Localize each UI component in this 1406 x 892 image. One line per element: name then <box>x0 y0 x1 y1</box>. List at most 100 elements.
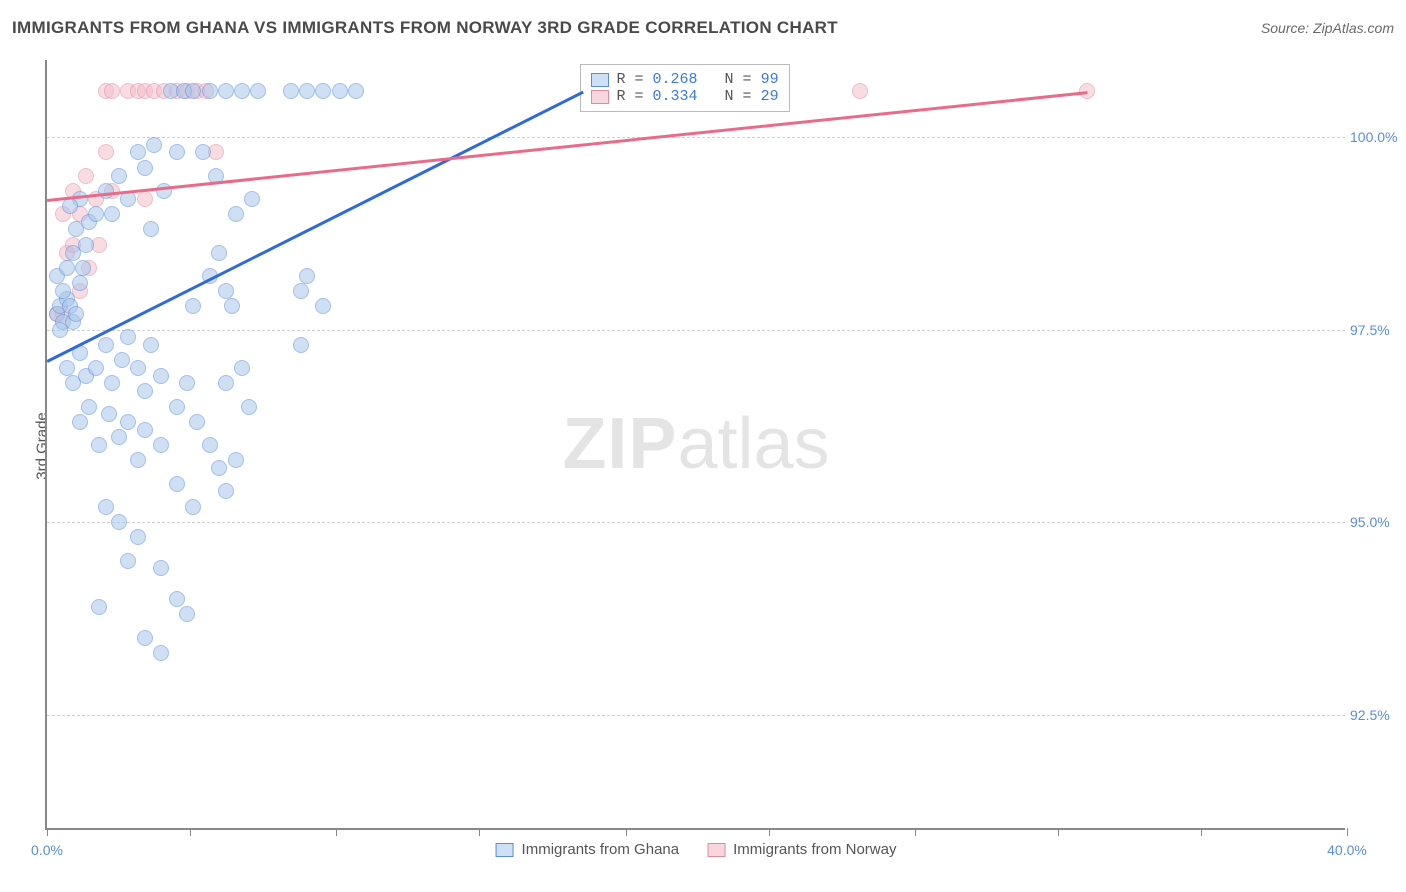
swatch-norway-icon <box>707 843 725 857</box>
scatter-point-ghana <box>88 206 104 222</box>
swatch-norway-icon <box>591 90 609 104</box>
scatter-point-ghana <box>98 183 114 199</box>
scatter-point-ghana <box>211 460 227 476</box>
scatter-point-ghana <box>101 406 117 422</box>
scatter-point-ghana <box>55 283 71 299</box>
legend-label-ghana: Immigrants from Ghana <box>522 841 680 858</box>
x-tick <box>1058 828 1059 836</box>
x-tick <box>47 828 48 836</box>
scatter-point-ghana <box>169 144 185 160</box>
scatter-point-ghana <box>59 260 75 276</box>
scatter-point-ghana <box>179 375 195 391</box>
x-tick <box>769 828 770 836</box>
scatter-point-norway <box>98 144 114 160</box>
scatter-point-ghana <box>348 83 364 99</box>
x-tick <box>915 828 916 836</box>
legend-item-ghana: Immigrants from Ghana <box>496 841 680 858</box>
scatter-point-ghana <box>250 83 266 99</box>
x-tick-label: 0.0% <box>31 842 63 858</box>
scatter-point-ghana <box>68 306 84 322</box>
scatter-point-ghana <box>146 137 162 153</box>
scatter-point-ghana <box>293 283 309 299</box>
trend-line-ghana <box>46 91 583 363</box>
scatter-point-ghana <box>195 144 211 160</box>
y-tick-label: 92.5% <box>1350 707 1405 723</box>
scatter-point-ghana <box>137 160 153 176</box>
scatter-point-ghana <box>218 83 234 99</box>
scatter-point-ghana <box>202 437 218 453</box>
scatter-point-ghana <box>137 630 153 646</box>
y-tick-label: 97.5% <box>1350 322 1405 338</box>
scatter-point-ghana <box>130 144 146 160</box>
x-tick <box>626 828 627 836</box>
scatter-point-ghana <box>218 375 234 391</box>
scatter-point-ghana <box>179 606 195 622</box>
scatter-point-ghana <box>72 414 88 430</box>
correlation-row-ghana: R = 0.268 N = 99 <box>591 71 779 88</box>
scatter-point-ghana <box>88 360 104 376</box>
gridline-h <box>47 715 1345 716</box>
watermark-atlas: atlas <box>677 404 829 484</box>
chart-header: IMMIGRANTS FROM GHANA VS IMMIGRANTS FROM… <box>12 18 1394 38</box>
ghana-r-value: 0.268 <box>653 71 698 88</box>
scatter-point-ghana <box>185 83 201 99</box>
scatter-point-ghana <box>234 360 250 376</box>
norway-n-value: 29 <box>761 88 779 105</box>
swatch-ghana-icon <box>591 73 609 87</box>
r-label: R = <box>617 88 653 105</box>
scatter-point-ghana <box>228 452 244 468</box>
scatter-point-ghana <box>98 337 114 353</box>
gridline-h <box>47 137 1345 138</box>
scatter-point-ghana <box>283 83 299 99</box>
scatter-plot-area: ZIPatlas R = 0.268 N = 99 R = 0.334 N = … <box>45 60 1345 830</box>
scatter-point-ghana <box>332 83 348 99</box>
r-label: R = <box>617 71 653 88</box>
scatter-point-ghana <box>299 83 315 99</box>
n-label: N = <box>725 71 761 88</box>
scatter-point-ghana <box>169 399 185 415</box>
correlation-legend: R = 0.268 N = 99 R = 0.334 N = 29 <box>580 64 790 112</box>
legend-label-norway: Immigrants from Norway <box>733 841 896 858</box>
scatter-point-ghana <box>91 437 107 453</box>
scatter-point-ghana <box>130 529 146 545</box>
scatter-point-ghana <box>120 553 136 569</box>
scatter-point-ghana <box>81 399 97 415</box>
x-tick <box>336 828 337 836</box>
x-tick <box>479 828 480 836</box>
scatter-point-ghana <box>189 414 205 430</box>
scatter-point-ghana <box>120 414 136 430</box>
gridline-h <box>47 330 1345 331</box>
scatter-point-ghana <box>143 337 159 353</box>
source-attribution: Source: ZipAtlas.com <box>1261 20 1394 36</box>
correlation-row-norway: R = 0.334 N = 29 <box>591 88 779 105</box>
scatter-point-ghana <box>315 83 331 99</box>
scatter-point-ghana <box>244 191 260 207</box>
scatter-point-ghana <box>153 437 169 453</box>
scatter-point-norway <box>104 83 120 99</box>
legend-item-norway: Immigrants from Norway <box>707 841 896 858</box>
scatter-point-ghana <box>234 83 250 99</box>
n-label: N = <box>725 88 761 105</box>
scatter-point-ghana <box>185 298 201 314</box>
scatter-point-ghana <box>315 298 331 314</box>
x-tick <box>190 828 191 836</box>
scatter-point-ghana <box>91 599 107 615</box>
series-legend: Immigrants from Ghana Immigrants from No… <box>496 841 897 858</box>
scatter-point-ghana <box>202 83 218 99</box>
scatter-point-ghana <box>72 275 88 291</box>
scatter-point-ghana <box>104 206 120 222</box>
scatter-point-ghana <box>114 352 130 368</box>
scatter-point-ghana <box>169 476 185 492</box>
scatter-point-ghana <box>104 375 120 391</box>
scatter-point-ghana <box>218 483 234 499</box>
scatter-point-ghana <box>59 360 75 376</box>
gridline-h <box>47 522 1345 523</box>
x-tick <box>1347 828 1348 836</box>
x-tick-label: 40.0% <box>1327 842 1367 858</box>
watermark-text: ZIPatlas <box>562 403 829 485</box>
scatter-point-ghana <box>299 268 315 284</box>
ghana-n-value: 99 <box>761 71 779 88</box>
scatter-point-ghana <box>78 237 94 253</box>
scatter-point-ghana <box>111 168 127 184</box>
chart-title: IMMIGRANTS FROM GHANA VS IMMIGRANTS FROM… <box>12 18 838 38</box>
